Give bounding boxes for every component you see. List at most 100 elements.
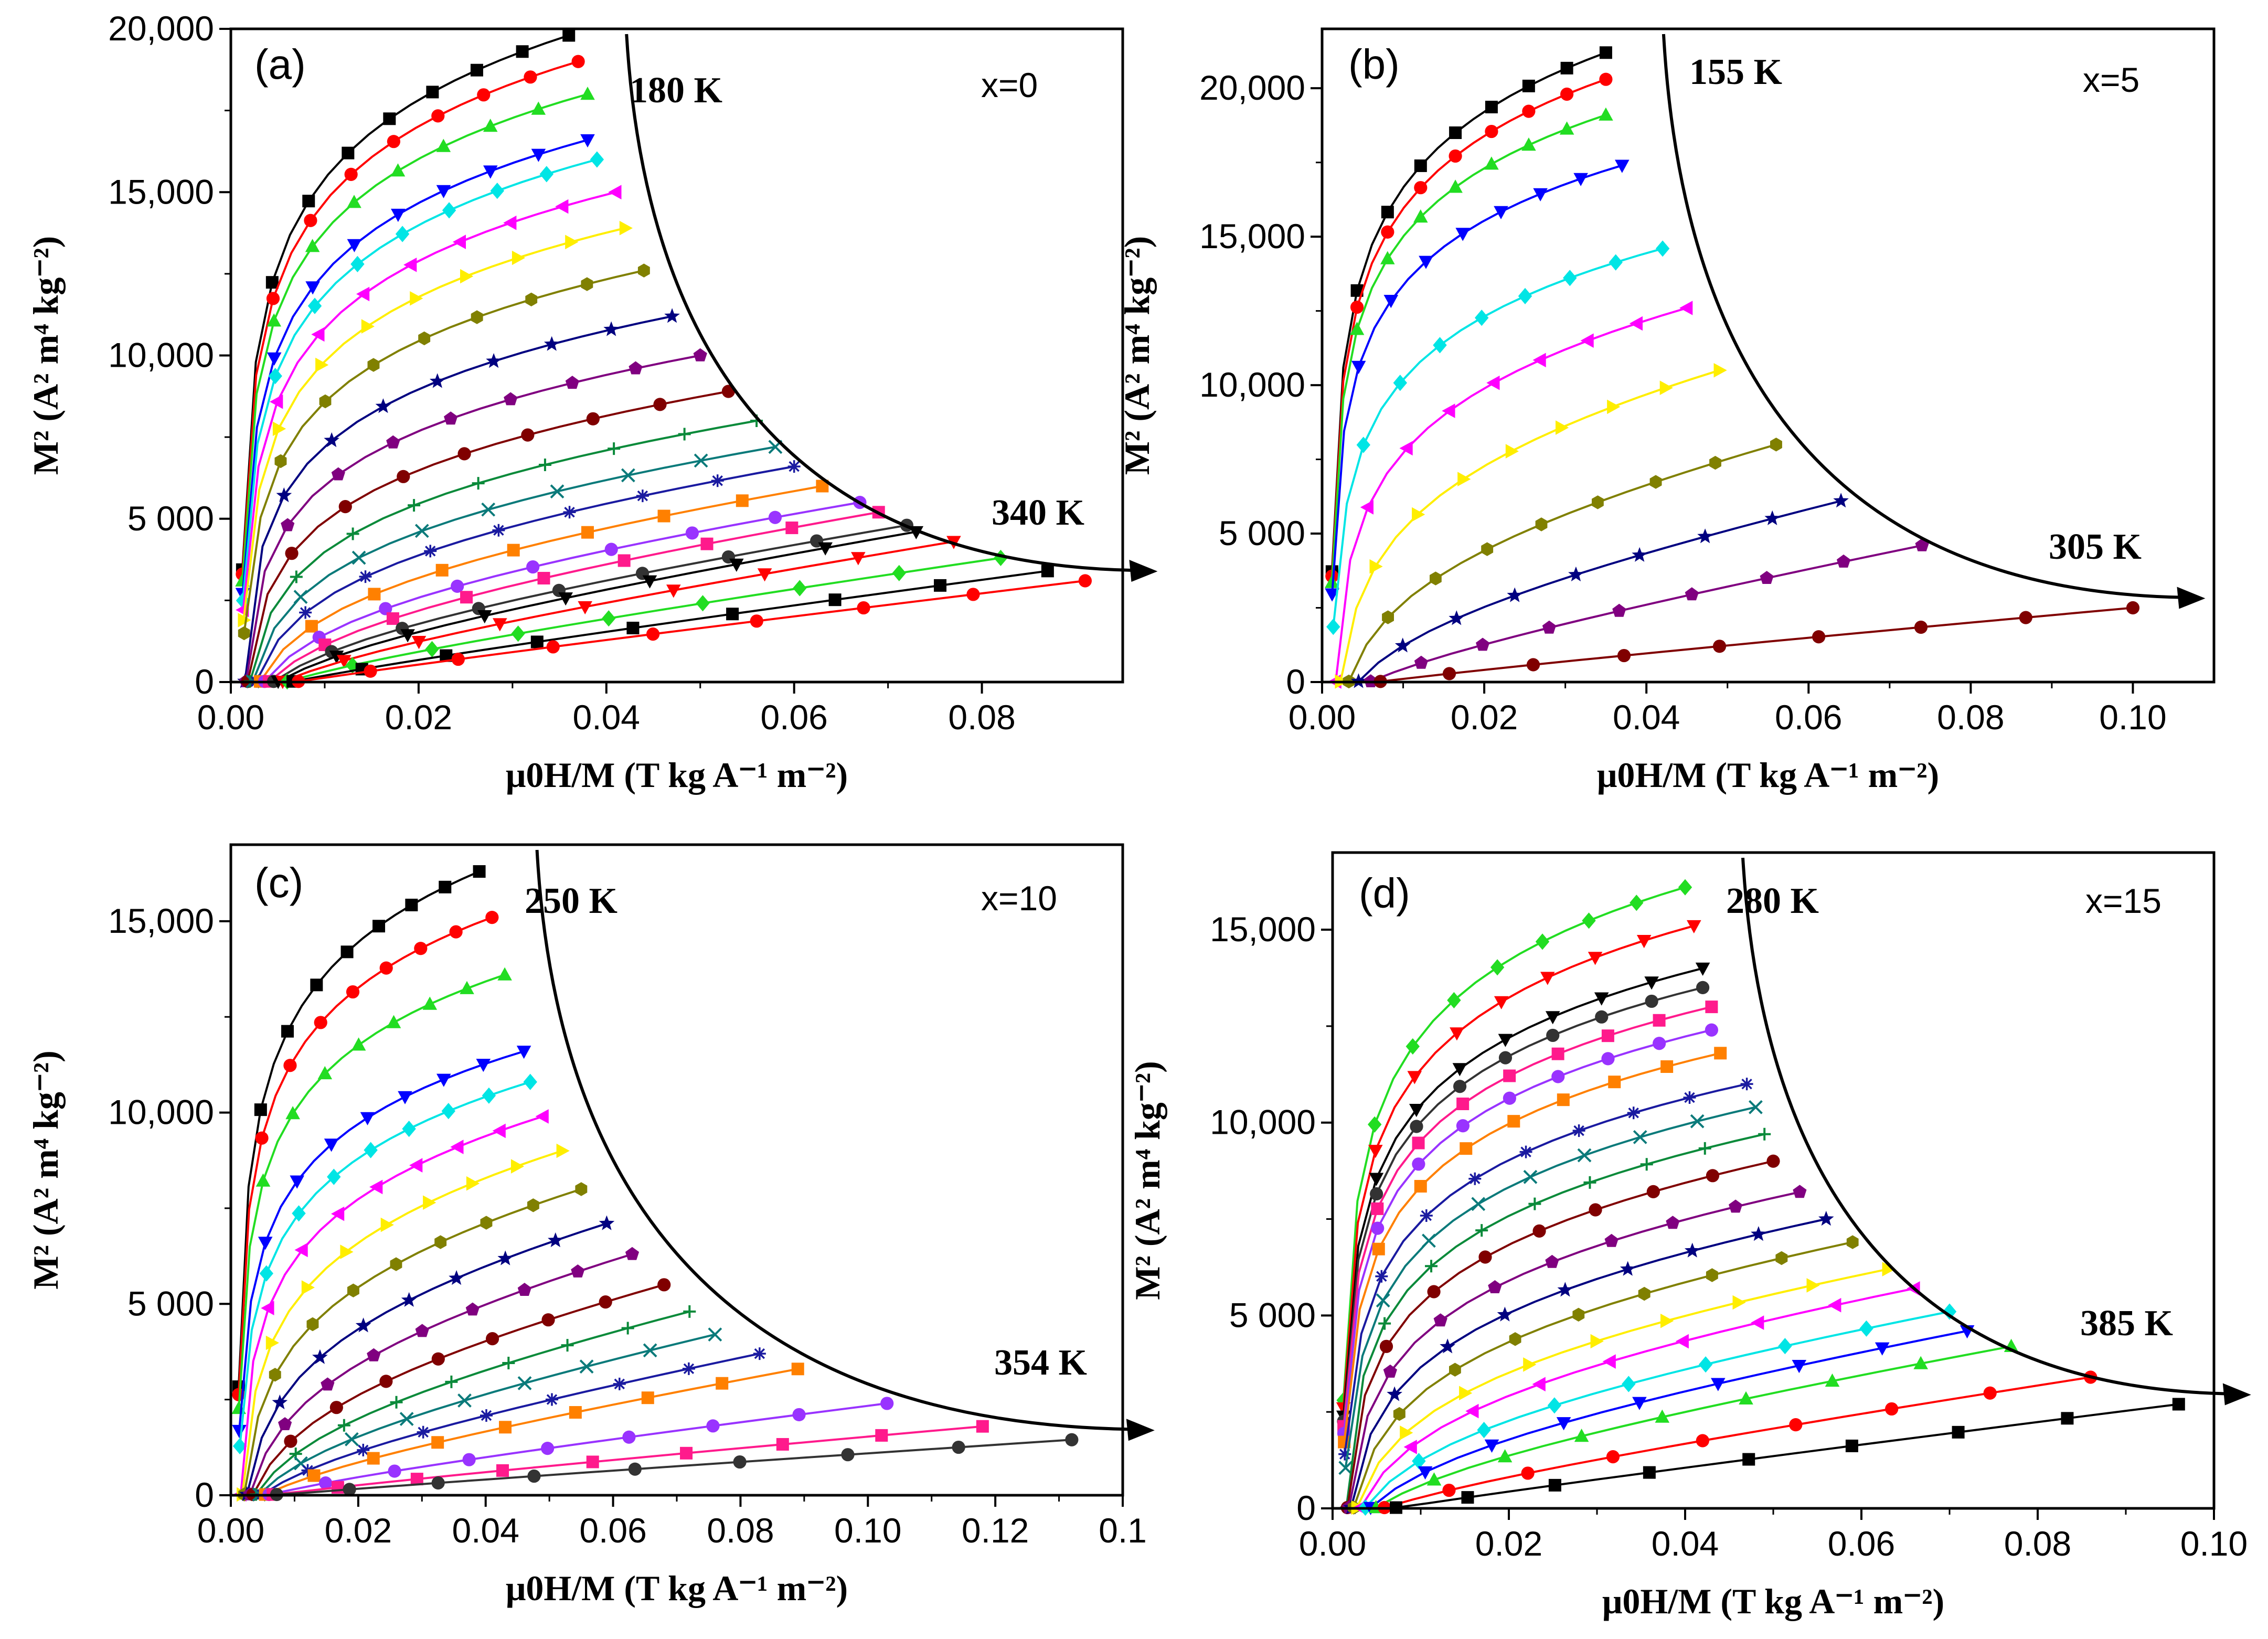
series-215k [1326, 240, 1670, 635]
series-line [1344, 1083, 1748, 1454]
data-point [581, 277, 593, 291]
data-point [875, 1429, 888, 1442]
data-point [347, 1283, 359, 1297]
data-point [1414, 159, 1427, 172]
data-point [409, 1158, 423, 1173]
y-axis-label: M² (A² m⁴ kg⁻²) [26, 1050, 66, 1289]
data-point [517, 1376, 532, 1390]
x-tick-label: 0.06 [760, 698, 827, 737]
data-point [1532, 1224, 1546, 1238]
data-point [364, 664, 377, 678]
data-point [636, 489, 649, 503]
start-temperature-label: 180 K [630, 70, 722, 111]
data-point [1449, 126, 1462, 140]
data-point [1381, 206, 1394, 219]
data-point [555, 199, 569, 214]
data-point [1655, 240, 1670, 257]
series-375k [1378, 1370, 2097, 1515]
data-point [1698, 1142, 1711, 1155]
data-point [1497, 1306, 1513, 1322]
data-point [1696, 981, 1710, 994]
data-point [434, 1235, 447, 1249]
data-point [1459, 1386, 1473, 1401]
data-point [319, 1476, 333, 1490]
x-tick-label: 0.02 [1451, 698, 1518, 737]
data-point [524, 70, 537, 84]
data-point [1526, 658, 1540, 672]
y-tick-label: 20,000 [1199, 68, 1305, 107]
start-temperature-label: 280 K [1726, 881, 1819, 921]
data-point [696, 595, 710, 612]
series-240k [238, 220, 633, 627]
start-temperature-label: 155 K [1689, 52, 1782, 92]
data-point [1602, 1354, 1616, 1369]
data-point [785, 522, 798, 535]
data-point [451, 652, 465, 666]
data-point [1845, 1439, 1858, 1452]
arrow-head [1126, 1419, 1155, 1441]
x-tick-label: 0.02 [385, 698, 452, 737]
data-point [1678, 879, 1692, 896]
series-line [243, 269, 644, 634]
data-point [272, 1394, 288, 1410]
series-line [1345, 1133, 1765, 1508]
data-point [290, 570, 303, 583]
data-point [1764, 510, 1780, 525]
data-point [1607, 399, 1621, 414]
data-point [266, 292, 280, 305]
data-point [1450, 1027, 1464, 1041]
data-point [1729, 1199, 1743, 1213]
data-point [1351, 360, 1366, 374]
data-point [1630, 895, 1644, 911]
series-line [1343, 986, 1703, 1422]
series-280k [232, 1046, 531, 1439]
data-point [1448, 179, 1463, 193]
x-tick-label: 0.04 [452, 1511, 519, 1550]
data-point [1660, 1060, 1674, 1073]
data-point [1523, 1357, 1537, 1372]
data-point [414, 942, 428, 955]
data-point [493, 618, 507, 632]
data-point [436, 1073, 451, 1087]
data-point [621, 1322, 634, 1335]
data-point [716, 1377, 729, 1390]
data-point [1582, 912, 1596, 929]
data-point [476, 1059, 491, 1072]
data-point [1714, 1047, 1727, 1060]
data-point [1914, 620, 1928, 634]
data-point [390, 1257, 402, 1271]
series-290k [1336, 962, 1710, 1424]
data-point [581, 526, 594, 539]
data-point [563, 506, 576, 519]
panel-a: 0.00 0.02 0.04 0.06 0.08 0 5 000 10,000 15,000 20… [26, 9, 1158, 795]
data-point [619, 220, 633, 236]
x-tick-label: 0.06 [1828, 1524, 1895, 1563]
data-point [2061, 1412, 2074, 1425]
series-295k [237, 1143, 570, 1502]
data-point [460, 981, 474, 994]
data-point [408, 499, 421, 512]
data-point [390, 1396, 403, 1409]
data-point [613, 1377, 626, 1390]
data-point [345, 657, 359, 674]
data-point [1655, 1409, 1670, 1423]
series-line [1356, 1268, 1888, 1508]
data-point [379, 961, 393, 975]
data-point [265, 1335, 279, 1350]
series-290k [1364, 538, 1929, 687]
data-point [657, 509, 670, 523]
data-point [1532, 1377, 1546, 1392]
data-point [1350, 673, 1367, 688]
data-point [321, 1377, 335, 1391]
data-point [1412, 1453, 1426, 1470]
data-point [622, 1430, 636, 1444]
data-point [757, 568, 772, 582]
data-point [1485, 101, 1498, 114]
data-point [1477, 1422, 1491, 1439]
data-point [1644, 976, 1659, 990]
data-point [340, 1244, 354, 1259]
data-point [1507, 587, 1522, 602]
data-point [966, 588, 980, 601]
data-point [379, 1375, 393, 1388]
data-point [525, 292, 538, 306]
